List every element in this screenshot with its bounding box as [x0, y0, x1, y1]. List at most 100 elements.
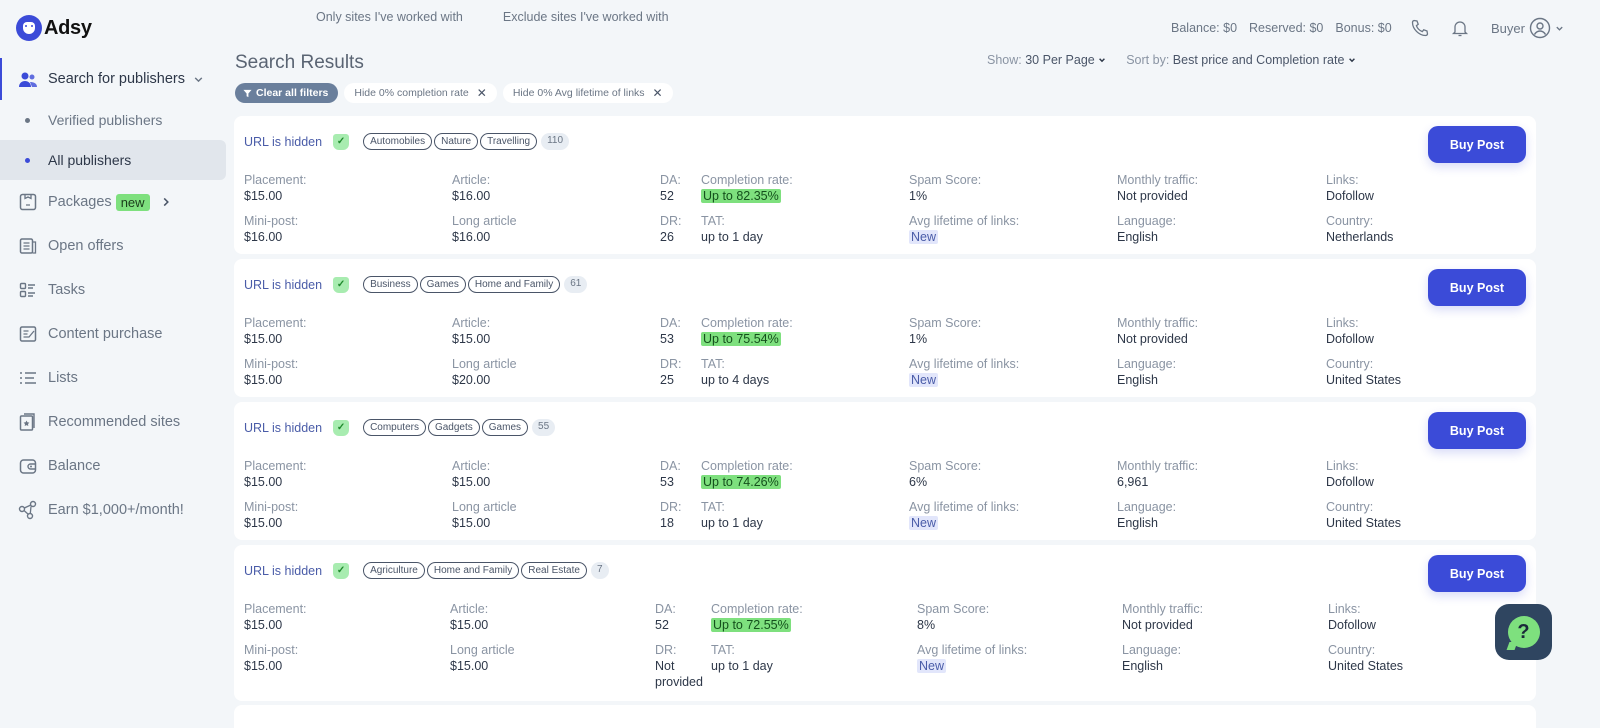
sidebar-item-earn[interactable]: Earn $1,000+/month!	[0, 488, 231, 532]
country-value: Netherlands	[1326, 230, 1394, 244]
article-price: $16.00	[452, 189, 491, 203]
buy-post-button[interactable]: Buy Post	[1428, 555, 1526, 592]
sidebar-item-lists[interactable]: Lists	[0, 356, 231, 400]
country-label: Country:	[1328, 643, 1376, 657]
category-tag[interactable]: Home and Family	[467, 276, 561, 293]
country-value: United States	[1328, 659, 1404, 673]
sidebar-item-label: Balance	[48, 458, 101, 474]
clear-all-filters-button[interactable]: Clear all filters	[235, 83, 339, 103]
da-value: 52	[655, 618, 669, 632]
user-menu[interactable]: Buyer	[1491, 17, 1564, 39]
country-value: United States	[1326, 373, 1402, 387]
filter-chip-label: Hide 0% Avg lifetime of links	[512, 87, 645, 99]
exclude-worked-with-toggle[interactable]: Exclude sites I've worked with	[502, 10, 669, 24]
help-chat-button[interactable]: ?	[1495, 604, 1552, 660]
category-tag[interactable]: Nature	[434, 133, 479, 150]
sidebar-subitem-verified-publishers[interactable]: Verified publishers	[0, 100, 231, 140]
url-hidden-link[interactable]: URL is hidden	[244, 420, 323, 435]
sidebar-item-open-offers[interactable]: Open offers	[0, 224, 231, 268]
category-tag[interactable]: Travelling	[480, 133, 538, 150]
bell-icon[interactable]	[1450, 18, 1470, 38]
article-label: Article:	[452, 316, 491, 330]
buy-post-button[interactable]: Buy Post	[1428, 126, 1526, 163]
country-value: United States	[1326, 516, 1402, 530]
language-label: Language:	[1117, 500, 1177, 514]
mini-post-price: $16.00	[244, 230, 283, 244]
monthly-traffic-label: Monthly traffic:	[1117, 459, 1199, 473]
category-tag[interactable]: Business	[363, 276, 418, 293]
more-tags-count[interactable]: 7	[590, 562, 609, 579]
sort-select[interactable]: Sort by: Best price and Completion rate	[1126, 53, 1356, 67]
account-balances: Balance: $0 Reserved: $0 Bonus: $0	[1171, 21, 1392, 35]
dr-value: 18	[660, 516, 674, 530]
tat-value: up to 1 day	[711, 659, 773, 673]
da-label: DA:	[655, 602, 676, 616]
chevron-right-icon	[163, 197, 169, 207]
phone-icon[interactable]	[1410, 18, 1430, 38]
placement-price: $15.00	[244, 189, 283, 203]
only-worked-with-toggle[interactable]: Only sites I've worked with	[316, 10, 463, 24]
sidebar-item-content-purchase[interactable]: Content purchase	[0, 312, 231, 356]
per-page-select[interactable]: Show: 30 Per Page	[987, 53, 1106, 67]
sidebar: Adsy Search for publishers Verified publ…	[0, 0, 231, 728]
verified-shield-icon: ✓	[333, 562, 350, 579]
monthly-traffic-value: Not provided	[1117, 332, 1188, 346]
monthly-traffic-label: Monthly traffic:	[1117, 173, 1199, 187]
sidebar-subitem-all-publishers[interactable]: All publishers	[0, 140, 226, 180]
completion-rate-value: Up to 72.55%	[711, 618, 791, 632]
more-tags-count[interactable]: 61	[564, 276, 588, 293]
more-tags-count[interactable]: 110	[541, 133, 570, 150]
sidebar-item-packages[interactable]: Packages new	[0, 180, 231, 224]
filter-chip-completion[interactable]: Hide 0% completion rate ✕	[344, 83, 497, 103]
sidebar-item-tasks[interactable]: Tasks	[0, 268, 231, 312]
filter-chip-lifetime[interactable]: Hide 0% Avg lifetime of links ✕	[502, 83, 673, 103]
language-value: English	[1117, 373, 1158, 387]
category-tag[interactable]: Real Estate	[521, 562, 587, 579]
sidebar-item-recommended-sites[interactable]: Recommended sites	[0, 400, 231, 444]
active-filters: Clear all filters Hide 0% completion rat…	[235, 83, 673, 103]
package-icon	[19, 193, 37, 211]
category-tag[interactable]: Automobiles	[363, 133, 433, 150]
category-tags: Automobiles Nature Travelling 110	[363, 133, 570, 150]
dr-label: DR:	[655, 643, 677, 657]
article-label: Article:	[450, 602, 489, 616]
spam-score-value: 6%	[909, 475, 928, 489]
url-hidden-link[interactable]: URL is hidden	[244, 134, 323, 149]
sidebar-item-search-publishers[interactable]: Search for publishers	[0, 58, 231, 100]
category-tag[interactable]: Agriculture	[363, 562, 425, 579]
completion-rate-value: Up to 82.35%	[701, 189, 781, 203]
language-label: Language:	[1117, 214, 1177, 228]
url-hidden-link[interactable]: URL is hidden	[244, 277, 323, 292]
sidebar-item-balance[interactable]: Balance	[0, 444, 231, 488]
tat-value: up to 1 day	[701, 230, 763, 244]
sidebar-item-label: Lists	[48, 370, 78, 386]
language-value: English	[1122, 659, 1163, 673]
tat-label: TAT:	[701, 357, 725, 371]
more-tags-count[interactable]: 55	[532, 419, 556, 436]
placement-price: $15.00	[244, 332, 283, 346]
url-hidden-link[interactable]: URL is hidden	[244, 563, 323, 578]
category-tag[interactable]: Home and Family	[426, 562, 520, 579]
category-tags: Agriculture Home and Family Real Estate …	[363, 562, 609, 579]
close-icon[interactable]: ✕	[476, 86, 487, 100]
monthly-traffic-value: Not provided	[1122, 618, 1193, 632]
category-tag[interactable]: Games	[481, 419, 529, 436]
completion-rate-label: Completion rate:	[701, 459, 793, 473]
buy-post-button[interactable]: Buy Post	[1428, 412, 1526, 449]
article-price: $15.00	[450, 618, 489, 632]
sort-value: Best price and Completion rate	[1172, 53, 1345, 67]
category-tag[interactable]: Gadgets	[427, 419, 480, 436]
category-tags: Computers Gadgets Games 55	[363, 419, 556, 436]
user-role: Buyer	[1491, 20, 1525, 36]
category-tag[interactable]: Games	[419, 276, 466, 293]
verified-shield-icon: ✓	[333, 419, 350, 436]
category-tag[interactable]: Computers	[363, 419, 426, 436]
buy-post-button[interactable]: Buy Post	[1428, 269, 1526, 306]
mini-post-price: $15.00	[244, 659, 283, 673]
close-icon[interactable]: ✕	[652, 86, 663, 100]
avg-lifetime-value: New	[909, 516, 939, 530]
logo[interactable]: Adsy	[16, 15, 92, 41]
links-label: Links:	[1328, 602, 1361, 616]
da-label: DA:	[660, 173, 681, 187]
users-icon	[19, 72, 37, 87]
